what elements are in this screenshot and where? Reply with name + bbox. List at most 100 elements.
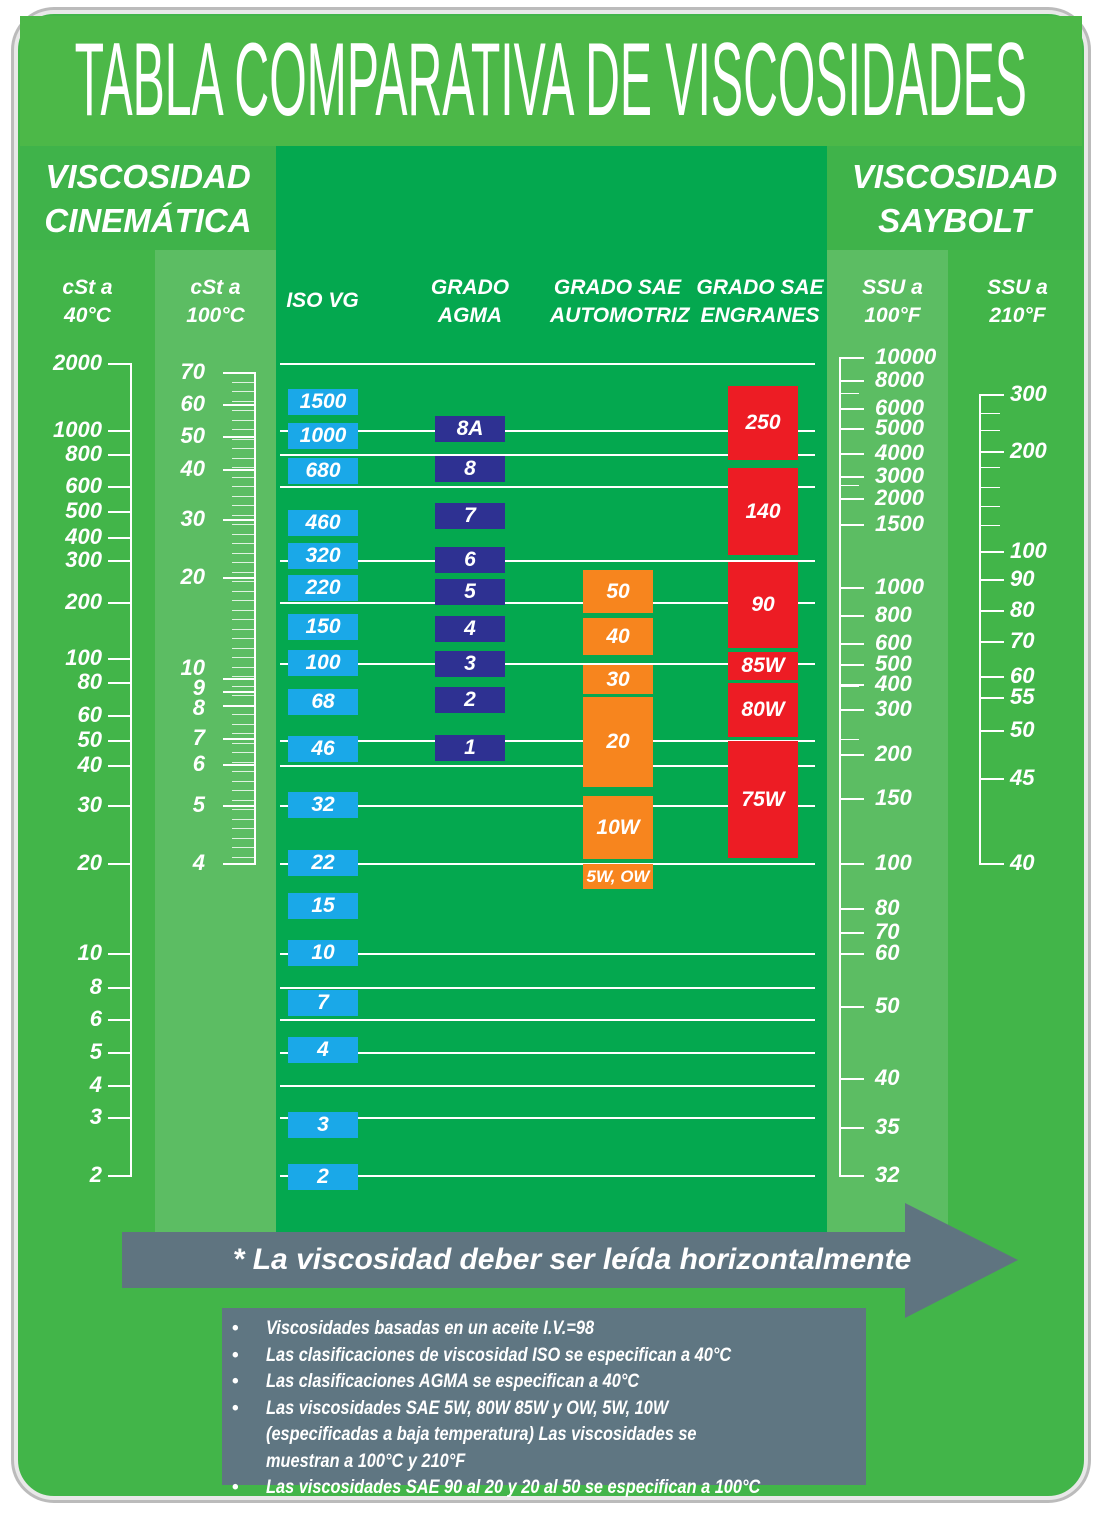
tick-label-cst40: 10 (77, 940, 102, 965)
tick-label-cst40: 100 (65, 645, 102, 670)
bullet-icon: • (232, 1344, 239, 1366)
tick-label-cst40: 500 (65, 498, 102, 523)
minor-tick-cst100 (232, 828, 254, 829)
tick-ssu100 (840, 754, 864, 756)
tick-label-cst100: 50 (180, 423, 205, 448)
iso-vg-box: 2 (288, 1164, 358, 1190)
minor-tick-cst100 (232, 486, 254, 487)
tick-label-cst40: 400 (65, 524, 102, 549)
tick-label-cst40: 60 (77, 702, 102, 727)
minor-tick-ssu210 (980, 413, 1000, 414)
reading-line (280, 1019, 815, 1021)
column-header-ssu210: SSU a 210°F (987, 276, 1048, 327)
note-text: Viscosidades basadas en un aceite I.V.=9… (266, 1318, 595, 1339)
tick-label-cst100: 10 (180, 655, 205, 680)
tick-cst40 (108, 511, 131, 513)
minor-tick-cst100 (232, 714, 254, 715)
tick-label-cst40: 3 (89, 1104, 102, 1129)
minor-tick-cst100 (232, 761, 254, 763)
tick-cst100 (223, 863, 255, 865)
minor-tick-cst100 (232, 438, 254, 440)
tick-label-ssu210: 300 (1010, 381, 1047, 406)
minor-tick-cst100 (232, 457, 254, 459)
tick-label-ssu100: 40 (875, 1065, 900, 1090)
tick-label-ssu100: 150 (875, 785, 912, 810)
tick-label-ssu100: 200 (875, 741, 912, 766)
tick-cst40 (108, 363, 131, 365)
sae-gear-box: 75W (728, 741, 798, 858)
reading-line (280, 486, 815, 488)
tick-label-cst40: 30 (77, 792, 102, 817)
tick-ssu100 (840, 428, 864, 430)
axis-ssu100 (839, 357, 841, 1177)
iso-vg-box: 4 (288, 1037, 358, 1063)
bullet-icon: • (232, 1318, 239, 1339)
tick-label-cst100: 60 (180, 391, 205, 416)
reading-line (280, 805, 815, 807)
tick-cst40 (108, 537, 131, 539)
arrow-text: * La viscosidad deber ser leída horizont… (232, 1243, 912, 1276)
tick-ssu100 (840, 1006, 864, 1008)
tick-label-cst40: 200 (65, 589, 102, 614)
tick-cst40 (108, 1052, 131, 1054)
tick-ssu100 (840, 953, 864, 955)
minor-tick-cst100 (232, 619, 254, 620)
minor-tick-ssu100 (841, 393, 859, 394)
tick-label-cst40: 4 (89, 1072, 102, 1097)
sae-gear-box: 80W (728, 683, 798, 737)
minor-tick-cst100 (232, 609, 254, 611)
iso-vg-box: 220 (288, 575, 358, 601)
tick-ssu100 (840, 908, 864, 910)
tick-cst40 (108, 953, 131, 955)
sae-gear-box: 90 (728, 562, 798, 648)
sae-auto-box: 30 (583, 665, 653, 694)
minor-tick-cst100 (232, 543, 254, 544)
note-item: • Las viscosidades SAE 5W, 80W 85W y OW, … (232, 1396, 856, 1476)
sae-gear-box: 85W (728, 652, 798, 680)
reading-line (280, 363, 815, 365)
column-header-sae_auto: GRADO SAE AUTOMOTRIZ (550, 276, 690, 327)
iso-vg-box: 22 (288, 850, 358, 876)
minor-tick-cst100 (232, 657, 254, 658)
minor-tick-cst100 (232, 400, 254, 402)
reading-line (280, 560, 815, 562)
tick-ssu210 (980, 610, 1004, 612)
tick-cst40 (108, 1175, 131, 1177)
tick-label-ssu100: 600 (875, 630, 912, 655)
note-text: Las clasificaciones de viscosidad ISO se… (266, 1344, 732, 1366)
agma-box: 1 (435, 735, 505, 761)
minor-tick-cst100 (232, 856, 254, 858)
tick-label-cst100: 70 (180, 359, 205, 384)
tick-label-ssu210: 55 (1010, 684, 1035, 709)
tick-label-cst40: 2000 (53, 350, 102, 375)
tick-label-cst40: 8 (89, 974, 102, 999)
agma-box: 7 (435, 503, 505, 529)
minor-tick-cst100 (232, 448, 254, 449)
tick-ssu100 (840, 498, 864, 500)
tick-label-ssu100: 35 (875, 1114, 900, 1139)
tick-label-cst40: 6 (89, 1006, 102, 1031)
tick-cst40 (108, 715, 131, 717)
tick-ssu210 (980, 863, 1004, 865)
reading-line (280, 430, 815, 432)
tick-ssu210 (980, 778, 1004, 780)
tick-label-cst40: 20 (77, 850, 102, 875)
minor-tick-ssu210 (980, 430, 1000, 431)
bullet-icon: • (232, 1477, 239, 1498)
minor-tick-cst100 (232, 533, 254, 535)
note-text: Las viscosidades SAE 90 al 20 y 20 al 50… (266, 1477, 761, 1498)
tick-ssu100 (840, 643, 864, 645)
tick-cst40 (108, 805, 131, 807)
iso-vg-box: 46 (288, 736, 358, 762)
minor-tick-ssu210 (980, 525, 1000, 526)
minor-tick-cst100 (232, 818, 254, 820)
minor-tick-cst100 (232, 771, 254, 772)
note-text: Las clasificaciones AGMA se especifican … (266, 1371, 640, 1392)
tick-label-ssu210: 60 (1010, 663, 1035, 688)
tick-cst40 (108, 863, 131, 865)
stripe-ssu100 (827, 250, 948, 1236)
tick-ssu210 (980, 579, 1004, 581)
column-header-cst100: cSt a 100°C (186, 276, 245, 327)
tick-label-cst100: 6 (192, 751, 205, 776)
agma-box: 5 (435, 579, 505, 605)
